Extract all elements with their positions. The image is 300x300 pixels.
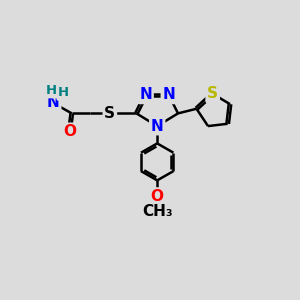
Text: H: H [45,84,56,97]
Text: S: S [104,106,116,121]
Text: O: O [151,189,164,204]
Text: N: N [162,87,175,102]
Text: CH₃: CH₃ [142,204,172,219]
Text: N: N [151,118,164,134]
Text: N: N [47,95,60,110]
Text: N: N [139,87,152,102]
Text: H: H [58,86,69,99]
Text: S: S [207,86,218,101]
Text: O: O [63,124,76,140]
